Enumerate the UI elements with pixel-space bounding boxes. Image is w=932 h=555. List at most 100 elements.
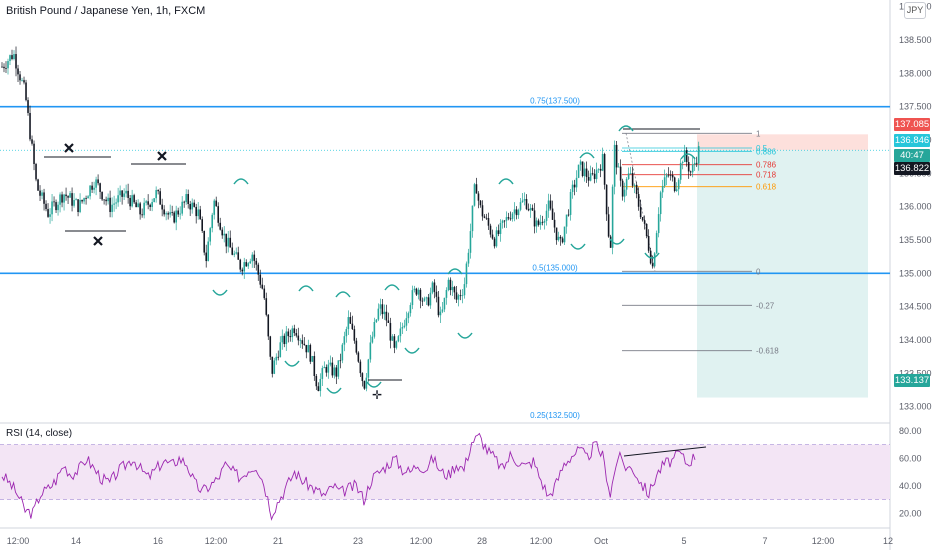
candle-body [569,191,572,215]
candle-body [13,54,15,59]
candle-body [281,335,284,343]
price-tick-label: 138.500 [899,35,932,45]
candle-body [87,196,89,199]
candle-body [611,186,614,248]
candle-body [245,262,248,267]
time-tick-label: 28 [477,536,487,546]
candle-body [161,204,163,210]
time-tick-label: 16 [153,536,163,546]
candle-body [145,201,147,203]
candle-body [393,336,396,348]
candle-body [79,199,81,213]
time-tick-label: 7 [762,536,767,546]
candle-body [413,288,416,291]
candle-body [1,66,3,68]
time-tick-label: 12 [883,536,893,546]
candle-body [547,200,550,211]
candle-body [497,230,500,234]
candle-body [133,195,135,203]
candle-body [211,214,214,229]
candle-body [131,195,133,207]
candle-body [69,193,71,198]
candle-body [541,221,544,223]
candle-body [117,195,119,203]
candle-body [517,209,520,216]
candle-body [597,168,600,170]
candle-body [669,174,672,176]
candle-body [693,162,696,165]
candle-body [89,185,91,197]
candle-body [9,55,11,62]
candle-body [683,150,686,163]
candle-body [689,171,692,173]
candle-body [485,217,488,219]
candle-body [447,279,450,291]
candle-body [91,185,93,190]
price-tick-label: 133.000 [899,402,932,412]
currency-badge[interactable]: JPY [904,2,926,19]
candle-body [137,203,139,208]
candle-body [453,286,456,293]
candle-body [383,311,386,315]
candle-body [503,220,506,222]
candle-body [141,214,143,216]
candle-body [417,289,420,295]
time-tick-label: 21 [273,536,283,546]
move-cursor-icon: ✛ [372,388,382,402]
candle-body [169,212,171,215]
candle-body [609,236,612,248]
candle-body [291,328,294,338]
fib-trend-line [625,133,656,272]
candle-body [373,321,376,337]
candle-body [213,200,216,215]
candle-body [635,184,638,195]
candle-body [321,368,324,379]
candle-body [365,377,368,389]
candle-body [461,295,464,297]
candle-body [51,201,53,215]
candle-body [59,194,61,205]
fib-level-label: -0.27 [756,301,775,310]
candle-body [445,290,448,298]
candle-body [501,220,504,223]
candle-body [185,194,187,203]
chart-title: British Pound / Japanese Yen, 1h, FXCM [6,5,206,17]
candle-body [341,344,344,361]
candle-body [463,284,466,296]
fib-level-label: 1 [756,129,761,138]
candle-body [49,214,51,217]
candle-body [149,204,151,208]
candle-body [419,289,422,301]
candle-body [71,193,73,206]
candle-body [469,231,472,253]
candle-body [527,209,530,211]
time-tick-label: 12:00 [530,536,553,546]
candle-body [3,66,5,69]
candle-body [323,367,326,369]
candle-body [123,193,125,197]
candle-body [111,204,113,212]
candle-body [647,236,650,251]
candle-body [625,179,628,190]
candle-body [593,173,596,180]
candle-body [21,80,23,81]
candle-body [103,199,105,201]
candle-body [233,253,236,255]
candle-body [95,179,97,188]
rsi-band [0,444,890,500]
time-tick-label: 12:00 [205,536,228,546]
cross-marker [157,151,167,161]
candle-body [55,202,57,211]
candle-body [287,331,290,337]
candle-body [357,352,360,362]
candle-body [151,201,153,208]
candle-body [491,234,494,239]
candle-body [329,362,332,365]
candle-body [481,205,484,217]
price-tag-bid: 136.822 [894,162,930,175]
candle-body [483,216,486,218]
candle-body [525,199,528,210]
candle-body [677,179,680,190]
candle-body [605,184,608,215]
candle-body [543,220,546,223]
